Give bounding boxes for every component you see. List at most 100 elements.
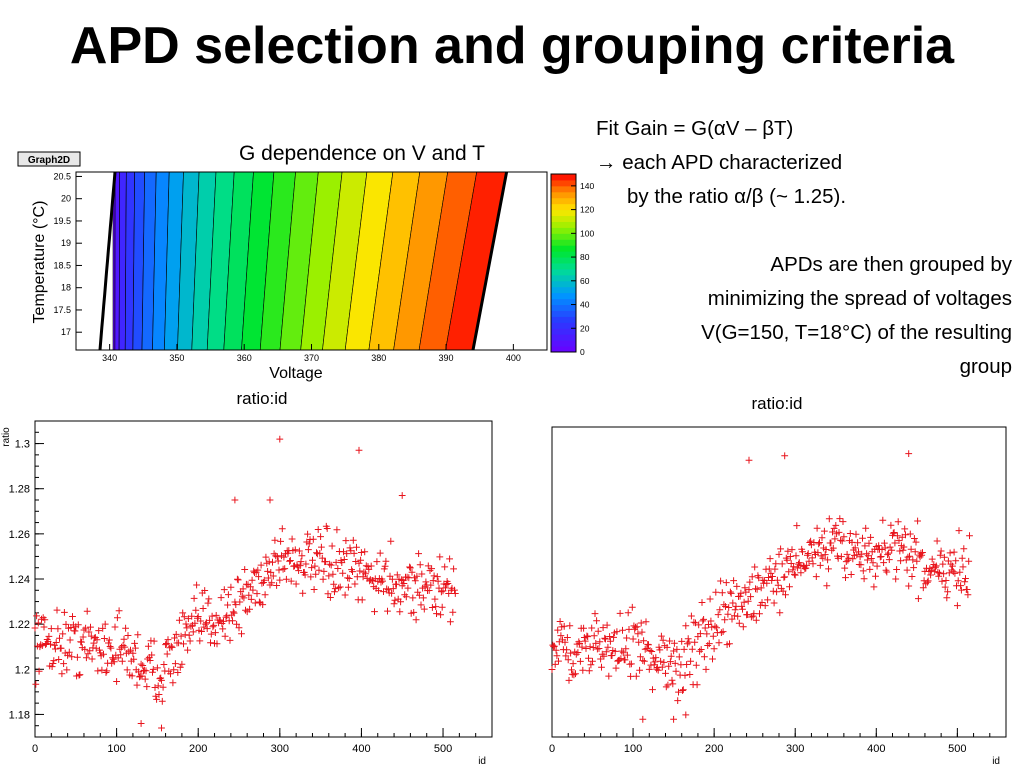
data-point — [952, 557, 960, 565]
data-point — [197, 617, 205, 625]
data-point — [891, 539, 899, 547]
data-point — [581, 637, 589, 645]
data-point — [768, 577, 776, 584]
data-point — [563, 646, 570, 654]
data-point — [787, 553, 794, 560]
data-point — [717, 577, 724, 585]
data-point — [928, 555, 936, 563]
data-point — [729, 599, 737, 607]
data-point — [227, 583, 235, 591]
color-scale-cell — [551, 179, 576, 187]
data-point — [839, 518, 847, 525]
data-point — [164, 636, 172, 643]
data-point — [208, 612, 216, 620]
ratio-line: by the ratio α/β (~ 1.25). — [627, 185, 847, 208]
data-point — [825, 515, 833, 523]
data-point — [179, 609, 187, 617]
scatter-frame — [551, 426, 1007, 738]
data-point — [219, 625, 227, 633]
data-point — [623, 634, 630, 642]
data-point — [807, 537, 814, 545]
heatmap-chart: Graph2D G dependence on V and T 340 350 360 3… — [17, 142, 594, 382]
data-point — [894, 518, 902, 526]
data-point — [373, 558, 381, 565]
data-point — [613, 628, 621, 635]
data-point — [671, 639, 678, 647]
data-point — [271, 536, 279, 544]
data-point — [234, 575, 241, 583]
data-point — [318, 554, 326, 562]
data-point — [600, 652, 608, 660]
data-point — [792, 552, 800, 560]
data-point — [350, 550, 358, 557]
data-point — [101, 620, 109, 628]
data-point — [123, 666, 131, 674]
data-point — [41, 616, 49, 624]
data-point — [866, 566, 874, 573]
data-point — [390, 600, 398, 608]
data-point — [205, 595, 213, 603]
data-point — [658, 632, 665, 640]
data-point — [163, 640, 170, 647]
data-point — [774, 581, 782, 589]
data-point — [47, 625, 55, 632]
data-point — [358, 596, 366, 604]
data-point — [272, 552, 280, 560]
data-point — [61, 609, 68, 616]
data-point — [433, 610, 440, 617]
data-point — [48, 663, 56, 670]
data-point — [857, 561, 865, 569]
data-point — [587, 661, 595, 669]
y-tick-label: 18.5 — [53, 260, 71, 270]
data-point — [291, 546, 299, 554]
data-point — [882, 566, 890, 574]
data-point — [781, 573, 789, 581]
data-point — [125, 648, 133, 656]
data-point — [865, 539, 873, 547]
data-point — [617, 655, 625, 662]
data-point — [69, 613, 76, 620]
data-point — [837, 537, 844, 544]
data-point — [567, 649, 574, 657]
data-point — [141, 666, 148, 674]
data-point — [788, 546, 796, 553]
data-point — [150, 637, 158, 645]
data-point — [168, 644, 176, 651]
data-point — [315, 566, 323, 574]
data-point — [744, 611, 751, 618]
data-point — [240, 594, 248, 602]
data-point — [781, 452, 789, 460]
data-point — [640, 637, 647, 645]
data-point — [878, 546, 886, 553]
data-point — [885, 549, 892, 557]
data-point — [441, 563, 449, 571]
data-point — [589, 657, 596, 665]
data-point — [961, 578, 969, 586]
data-point — [172, 631, 180, 638]
x-tick-label: 400 — [506, 353, 521, 363]
data-point — [875, 542, 883, 549]
color-scale-cell — [551, 197, 576, 205]
data-point — [260, 576, 268, 584]
data-point — [221, 632, 229, 640]
data-point — [322, 558, 329, 565]
data-point — [433, 573, 441, 580]
data-point — [652, 654, 660, 661]
data-point — [325, 572, 333, 580]
heatmap-empty-right — [472, 172, 547, 350]
data-point — [403, 573, 411, 581]
data-point — [894, 532, 901, 540]
data-point — [280, 553, 288, 561]
data-point — [186, 637, 194, 645]
data-point — [231, 496, 239, 504]
data-point — [169, 679, 177, 687]
data-point — [589, 644, 597, 651]
y-tick-label: 20 — [61, 194, 71, 204]
data-point — [584, 633, 592, 640]
data-point — [316, 550, 324, 557]
data-point — [725, 604, 733, 611]
data-point — [552, 646, 560, 654]
y-tick-label: 1.24 — [9, 574, 30, 586]
data-point — [35, 667, 43, 675]
data-point — [288, 535, 296, 543]
